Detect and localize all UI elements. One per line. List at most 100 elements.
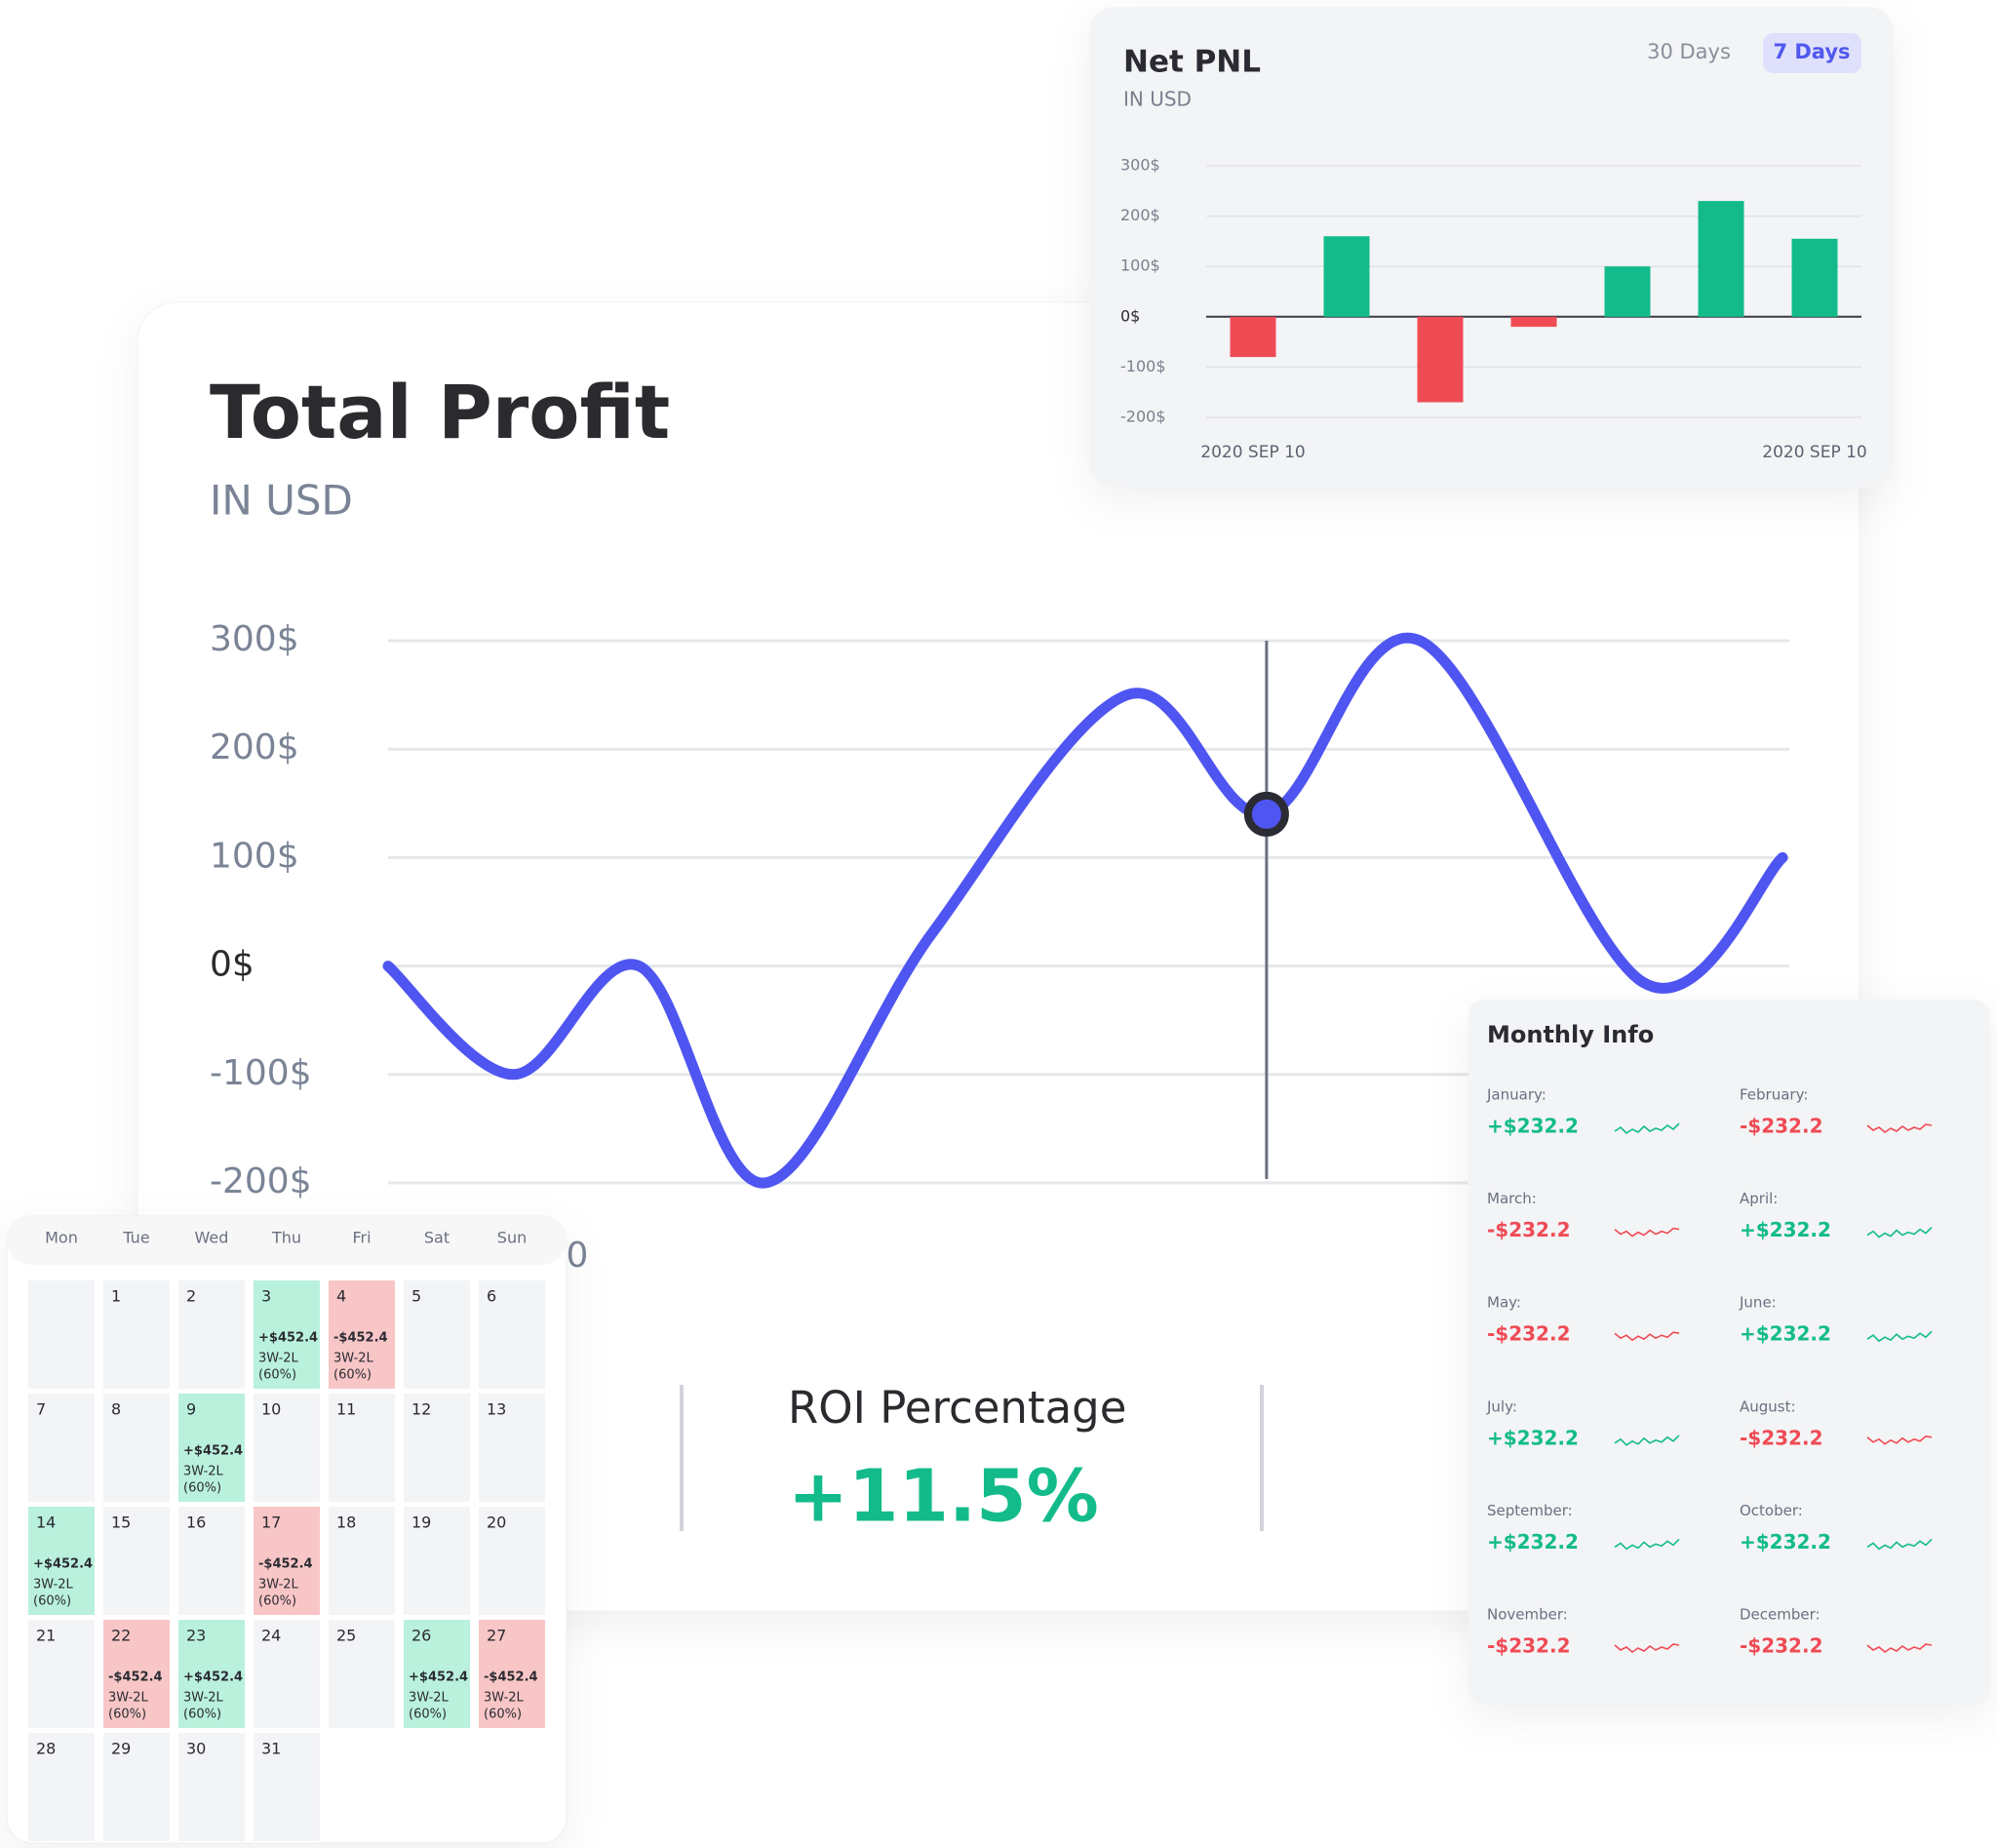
day-number: 5 [411,1287,421,1306]
month-name: October: [1740,1502,1803,1519]
day-number: 26 [411,1627,431,1645]
day-number: 30 [186,1740,206,1758]
calendar-cell[interactable] [103,1280,170,1389]
month-name: September: [1487,1502,1573,1519]
weekday-label: Sun [497,1229,527,1247]
bar [1698,201,1744,317]
bar [1323,236,1370,317]
month-value: -$232.2 [1487,1322,1570,1346]
calendar-cell[interactable] [329,1620,395,1728]
calendar-cell[interactable] [103,1620,170,1728]
monthly-card [1468,1000,1990,1705]
calendar-cell[interactable] [254,1507,320,1615]
range-button-active[interactable] [1763,33,1861,73]
y-tick-label: -100$ [1120,357,1166,375]
calendar-cell[interactable] [178,1280,245,1389]
weekday-label: Wed [195,1229,229,1247]
day-pnl: +$452.4 [409,1671,468,1685]
day-pct: (60%) [183,1481,221,1496]
day-record: 3W-2L [409,1691,450,1706]
calendar-cell[interactable] [254,1280,320,1389]
highlight-point [1243,791,1289,837]
calendar-cell[interactable] [479,1394,545,1502]
month-value: +$232.2 [1740,1530,1831,1553]
calendar-cell[interactable] [103,1733,170,1841]
range-button[interactable]: 7 Days [1773,40,1850,63]
day-pnl: -$452.4 [333,1331,388,1346]
calendar-cell[interactable] [329,1507,395,1615]
sparkline [1614,1227,1680,1238]
month-value: +$232.2 [1487,1530,1579,1553]
calendar-cell[interactable] [479,1280,545,1389]
calendar-cell[interactable] [479,1507,545,1615]
sparkline [1614,1331,1680,1342]
calendar-cell[interactable] [28,1507,95,1615]
day-number: 1 [111,1287,121,1306]
calendar-cell[interactable] [103,1507,170,1615]
calendar-cell[interactable] [329,1280,395,1389]
day-number: 12 [411,1400,431,1419]
weekday-label: Fri [352,1229,371,1247]
profit-line [382,632,1788,1189]
calendar-cell[interactable] [254,1733,320,1841]
day-number: 20 [487,1514,506,1532]
sparkline [1614,1435,1680,1446]
calendar-cell[interactable] [404,1620,470,1728]
y-tick-label: 100$ [210,836,299,876]
calendar-cell[interactable] [28,1620,95,1728]
calendar-cell[interactable] [28,1733,95,1841]
calendar-cell[interactable] [178,1394,245,1502]
y-tick-label: 200$ [1120,206,1160,224]
chart-title: Net PNL [1123,45,1261,80]
x-tick-label: 2020 SEP 10 [1200,443,1306,462]
calendar-cell[interactable] [404,1394,470,1502]
day-number: 17 [261,1514,281,1532]
day-number: 24 [261,1627,281,1645]
calendar-cell[interactable] [28,1394,95,1502]
calendar-cell[interactable] [254,1620,320,1728]
day-pnl: -$452.4 [258,1557,313,1572]
calendar-cell[interactable] [479,1620,545,1728]
y-tick-label: 300$ [1120,156,1160,175]
weekday-label: Mon [45,1229,78,1247]
day-number: 3 [261,1287,271,1306]
day-number: 11 [336,1400,356,1419]
month-value: +$232.2 [1487,1426,1579,1449]
y-tick-label: 0$ [210,945,255,985]
day-record: 3W-2L [33,1578,74,1592]
month-name: November: [1487,1606,1568,1624]
day-number: 29 [111,1740,131,1758]
calendar-cell[interactable] [404,1280,470,1389]
month-name: May: [1487,1294,1521,1312]
sparkline [1614,1643,1680,1653]
weekday-label: Thu [271,1229,301,1247]
month-name: December: [1740,1606,1821,1624]
day-number: 4 [336,1287,346,1306]
calendar-cell[interactable] [178,1620,245,1728]
day-number: 7 [36,1400,46,1419]
y-tick-label: 0$ [1120,306,1140,325]
month-value: -$232.2 [1740,1634,1822,1658]
y-tick-label: 300$ [210,619,299,659]
range-button[interactable]: 30 Days [1647,40,1731,63]
calendar-cell[interactable] [178,1733,245,1841]
calendar-cell[interactable] [103,1394,170,1502]
bar [1604,266,1651,317]
sparkline [1866,1643,1933,1653]
bar [1510,316,1557,328]
calendar-cell[interactable] [254,1394,320,1502]
chart-title: Total Profit [210,369,670,455]
calendar-cell[interactable] [329,1394,395,1502]
day-number: 21 [36,1627,56,1645]
day-pnl: +$452.4 [183,1444,243,1459]
day-number: 27 [487,1627,506,1645]
day-pct: (60%) [484,1708,522,1722]
day-number: 6 [487,1287,496,1306]
calendar-cell[interactable] [404,1507,470,1615]
y-tick-label: 200$ [210,727,299,767]
day-number: 15 [111,1514,131,1532]
calendar-cell[interactable] [178,1507,245,1615]
x-tick-label: 0 [567,1236,589,1276]
